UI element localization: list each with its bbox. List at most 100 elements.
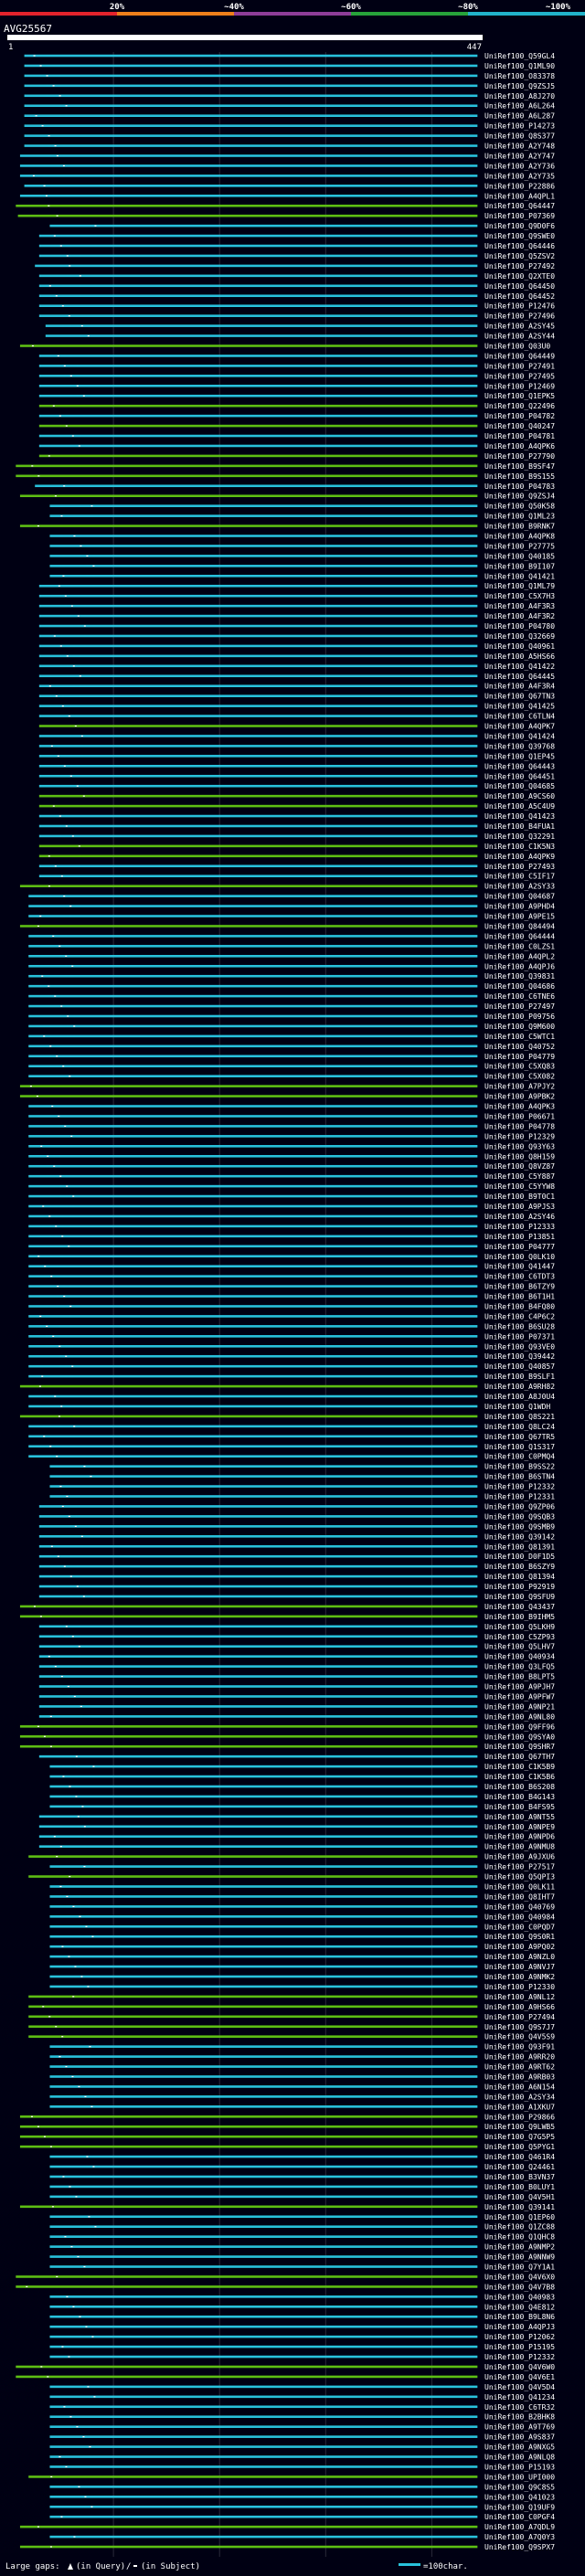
hit-row[interactable]: UniRef100_P12332 xyxy=(49,2353,555,2361)
hit-label[interactable]: UniRef100_Q22496 xyxy=(484,402,555,410)
hit-row[interactable]: UniRef100_P27492 xyxy=(35,262,555,270)
hit-label[interactable]: UniRef100_Q9SPX7 xyxy=(484,2543,555,2551)
hit-row[interactable]: UniRef100_Q41424 xyxy=(38,732,555,740)
hit-row[interactable]: UniRef100_Q39142 xyxy=(38,1532,555,1541)
hit-row[interactable]: UniRef100_C6TDT3 xyxy=(28,1273,555,1281)
hit-label[interactable]: UniRef100_A9RR20 xyxy=(484,2053,555,2062)
hit-label[interactable]: UniRef100_Q9SWE0 xyxy=(484,232,555,240)
hit-label[interactable]: UniRef100_C5Y887 xyxy=(484,1172,555,1181)
hit-label[interactable]: UniRef100_Q4V5H1 xyxy=(484,2193,555,2201)
hit-row[interactable]: UniRef100_A8J0U4 xyxy=(28,1393,555,1401)
hit-label[interactable]: UniRef100_Q64444 xyxy=(484,932,555,940)
hit-label[interactable]: UniRef100_A9PQ02 xyxy=(484,1943,555,1951)
hit-row[interactable]: UniRef100_A9NLQ8 xyxy=(49,2454,555,2462)
hit-label[interactable]: UniRef100_P12332 xyxy=(484,2353,555,2361)
hit-label[interactable]: UniRef100_Q5LKH9 xyxy=(484,1623,555,1631)
hit-label[interactable]: UniRef100_Q64452 xyxy=(484,292,555,301)
hit-label[interactable]: UniRef100_Q9SMB9 xyxy=(484,1522,555,1531)
hit-row[interactable]: UniRef100_Q4V6W0 xyxy=(16,2363,555,2371)
hit-label[interactable]: UniRef100_C5XQ83 xyxy=(484,1063,555,1071)
hit-row[interactable]: UniRef100_Q40984 xyxy=(49,1913,555,1921)
hit-row[interactable]: UniRef100_Q3LFQ5 xyxy=(38,1663,555,1671)
hit-label[interactable]: UniRef100_C1K5B6 xyxy=(484,1773,555,1781)
hit-label[interactable]: UniRef100_Q5QPI3 xyxy=(484,1873,555,1882)
hit-row[interactable]: UniRef100_Q5LHV7 xyxy=(38,1643,555,1651)
hit-row[interactable]: UniRef100_P14273 xyxy=(24,122,556,131)
hit-label[interactable]: UniRef100_Q7G5P5 xyxy=(484,2133,555,2141)
hit-row[interactable]: UniRef100_Q64447 xyxy=(16,202,555,210)
hit-label[interactable]: UniRef100_Q9FF96 xyxy=(484,1723,555,1731)
hit-label[interactable]: UniRef100_B4FUA1 xyxy=(484,822,555,831)
hit-row[interactable]: UniRef100_B9L8N6 xyxy=(49,2313,555,2321)
hit-row[interactable]: UniRef100_Q461R4 xyxy=(49,2153,555,2161)
hit-label[interactable]: UniRef100_Q40934 xyxy=(484,1653,555,1661)
hit-label[interactable]: UniRef100_Q4E812 xyxy=(484,2303,555,2311)
hit-label[interactable]: UniRef100_Q59GL4 xyxy=(484,52,555,60)
hit-label[interactable]: UniRef100_P04783 xyxy=(484,482,555,491)
hit-label[interactable]: UniRef100_Q39831 xyxy=(484,972,555,981)
hit-label[interactable]: UniRef100_A7Q0Y3 xyxy=(484,2533,555,2541)
hit-label[interactable]: UniRef100_B9L8N6 xyxy=(484,2313,555,2321)
hit-row[interactable]: UniRef100_Q40961 xyxy=(38,642,555,651)
hit-label[interactable]: UniRef100_A8J0U4 xyxy=(484,1393,555,1401)
hit-label[interactable]: UniRef100_Q9LWB5 xyxy=(484,2123,555,2131)
hit-row[interactable]: UniRef100_Q64451 xyxy=(38,772,555,780)
hit-row[interactable]: UniRef100_A9RR20 xyxy=(49,2053,555,2062)
hit-label[interactable]: UniRef100_Q3LFQ5 xyxy=(484,1663,555,1671)
hit-row[interactable]: UniRef100_P27491 xyxy=(38,362,555,370)
hit-row[interactable]: UniRef100_P07371 xyxy=(28,1332,555,1341)
hit-row[interactable]: UniRef100_Q9FF96 xyxy=(19,1723,555,1731)
hit-row[interactable]: UniRef100_C1K5B6 xyxy=(49,1773,555,1781)
hit-label[interactable]: UniRef100_Q04687 xyxy=(484,893,555,901)
hit-row[interactable]: UniRef100_Q41423 xyxy=(38,812,555,821)
hit-label[interactable]: UniRef100_Q8S377 xyxy=(484,133,555,141)
hit-row[interactable]: UniRef100_Q1QHC8 xyxy=(49,2233,555,2242)
hit-row[interactable]: UniRef100_A2SY46 xyxy=(28,1213,555,1221)
hit-label[interactable]: UniRef100_B6STN4 xyxy=(484,1473,555,1481)
hit-row[interactable]: UniRef100_Q4V7B8 xyxy=(16,2283,555,2291)
hit-label[interactable]: UniRef100_A4QPJ6 xyxy=(484,962,555,970)
hit-label[interactable]: UniRef100_P92919 xyxy=(484,1583,555,1591)
hit-row[interactable]: UniRef100_Q64450 xyxy=(38,282,555,291)
hit-row[interactable]: UniRef100_Q64444 xyxy=(28,932,555,940)
hit-row[interactable]: UniRef100_A4F3R3 xyxy=(38,602,555,610)
hit-row[interactable]: UniRef100_B6SZY9 xyxy=(38,1563,555,1571)
hit-label[interactable]: UniRef100_Q64445 xyxy=(484,673,555,681)
hit-row[interactable]: UniRef100_A2SY45 xyxy=(45,323,555,331)
hit-row[interactable]: UniRef100_Q24461 xyxy=(49,2163,555,2171)
hit-row[interactable]: UniRef100_B9RNK7 xyxy=(19,523,555,531)
hit-row[interactable]: UniRef100_Q40934 xyxy=(38,1653,555,1661)
hit-row[interactable]: UniRef100_Q4V5S9 xyxy=(28,2033,555,2041)
hit-label[interactable]: UniRef100_C5IF17 xyxy=(484,873,555,881)
hit-row[interactable]: UniRef100_C0PMQ4 xyxy=(28,1453,555,1461)
hit-row[interactable]: UniRef100_Q41425 xyxy=(38,703,555,711)
hit-label[interactable]: UniRef100_A9PJS3 xyxy=(484,1203,555,1211)
hit-row[interactable]: UniRef100_P27494 xyxy=(28,2013,555,2021)
hit-label[interactable]: UniRef100_Q41424 xyxy=(484,732,555,740)
hit-label[interactable]: UniRef100_Q1ML90 xyxy=(484,62,555,70)
hit-label[interactable]: UniRef100_Q32291 xyxy=(484,832,555,841)
hit-row[interactable]: UniRef100_Q9SHR7 xyxy=(19,1743,555,1751)
hit-label[interactable]: UniRef100_C0PGF4 xyxy=(484,2513,555,2521)
hit-row[interactable]: UniRef100_A9PBK2 xyxy=(19,1093,555,1101)
hit-row[interactable]: UniRef100_Q40752 xyxy=(28,1043,555,1051)
hit-row[interactable]: UniRef100_A9PJH7 xyxy=(38,1683,555,1691)
hit-row[interactable]: UniRef100_A2Y736 xyxy=(19,162,555,170)
hit-row[interactable]: UniRef100_Q67TH7 xyxy=(38,1753,555,1761)
hit-label[interactable]: UniRef100_Q40247 xyxy=(484,422,555,430)
hit-label[interactable]: UniRef100_Q39142 xyxy=(484,1532,555,1541)
hit-row[interactable]: UniRef100_A9JXU6 xyxy=(28,1853,555,1861)
hit-row[interactable]: UniRef100_Q84494 xyxy=(19,922,555,930)
hit-row[interactable]: UniRef100_Q1ML23 xyxy=(49,513,555,521)
hit-label[interactable]: UniRef100_P06671 xyxy=(484,1112,555,1120)
hit-label[interactable]: UniRef100_Q67TR5 xyxy=(484,1433,555,1441)
hit-label[interactable]: UniRef100_A9T769 xyxy=(484,2423,555,2432)
hit-row[interactable]: UniRef100_C4P6C2 xyxy=(28,1312,555,1320)
hit-label[interactable]: UniRef100_O83378 xyxy=(484,72,555,80)
hit-row[interactable]: UniRef100_Q41422 xyxy=(38,663,555,671)
hit-row[interactable]: UniRef100_A1XKU7 xyxy=(49,2103,555,2111)
hit-label[interactable]: UniRef100_P12062 xyxy=(484,2333,555,2341)
hit-row[interactable]: UniRef100_Q8S377 xyxy=(24,133,556,141)
hit-row[interactable]: UniRef100_P12331 xyxy=(49,1493,555,1501)
hit-row[interactable]: UniRef100_C5WTC1 xyxy=(28,1033,555,1041)
